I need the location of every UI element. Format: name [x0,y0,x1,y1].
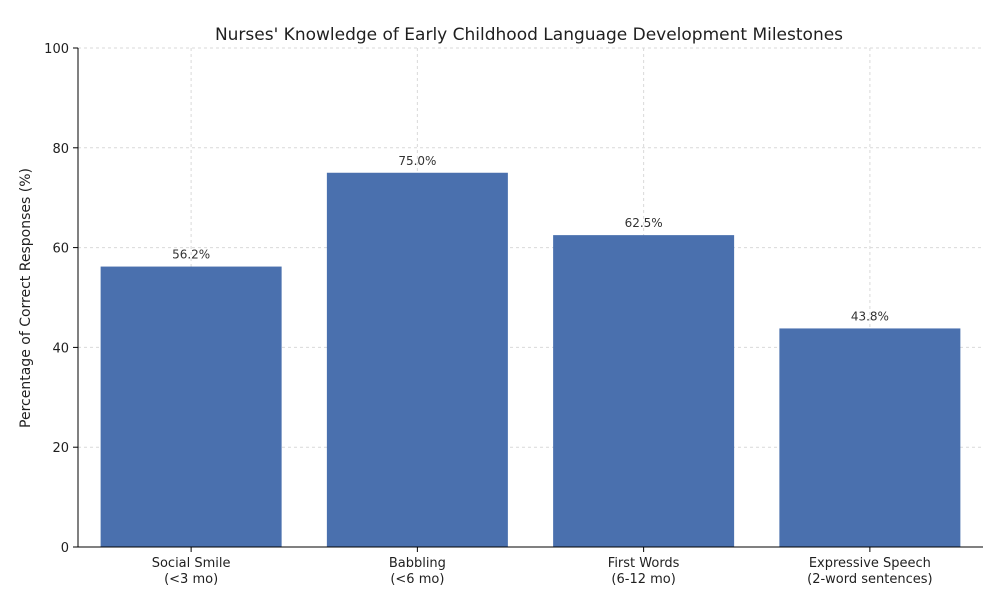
x-tick-label: First Words [608,556,680,571]
bar [100,266,282,547]
x-tick-label: (<3 mo) [164,572,218,587]
x-tick-label: (<6 mo) [390,572,444,587]
data-label: 75.0% [398,154,436,168]
y-tick-label: 20 [52,441,69,456]
x-tick-label: Babbling [389,556,446,571]
y-tick-label: 0 [61,541,69,556]
y-tick-label: 100 [44,42,69,57]
bar [553,235,735,547]
bar-layer: 56.2% 75.0% 62.5% 43.8% [100,154,961,547]
y-tick-label: 60 [52,242,69,257]
y-tick-label: 80 [52,142,69,157]
x-tick-label: Social Smile [152,556,231,571]
chart-title: Nurses' Knowledge of Early Childhood Lan… [215,25,843,45]
bar [779,328,961,547]
data-label: 56.2% [172,248,210,262]
x-tick-label: (6-12 mo) [611,572,675,587]
y-axis-label: Percentage of Correct Responses (%) [18,168,34,428]
x-tick-label: Expressive Speech [809,556,931,571]
data-label: 43.8% [851,309,889,323]
y-tick-label: 40 [52,341,69,356]
bar [326,172,508,547]
x-tick-label: (2-word sentences) [807,572,932,587]
data-label: 62.5% [625,216,663,230]
